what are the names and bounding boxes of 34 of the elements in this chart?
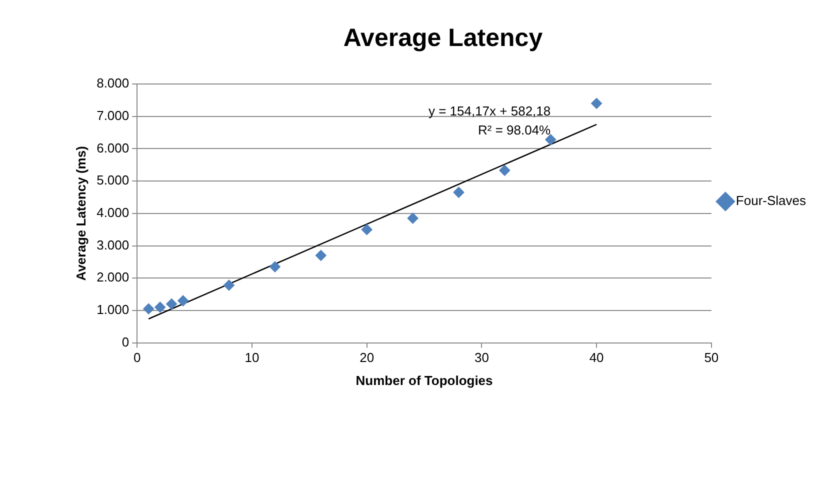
x-tick-label: 40 (589, 350, 604, 366)
annotation: R² = 98.04% (478, 122, 552, 138)
x-tick-label: 10 (244, 350, 260, 366)
y-tick-label: 5.000 (96, 172, 130, 188)
point (499, 164, 510, 176)
point (143, 303, 154, 314)
y-tick-label: 2.000 (96, 270, 130, 285)
x-tick-label: 0 (134, 350, 141, 366)
point (591, 98, 602, 109)
point (315, 250, 326, 261)
x-tick-label: 30 (474, 350, 489, 366)
x-axis-title: Number of Topologies (356, 372, 493, 388)
annotation: y = 154,17x + 582,18 (428, 104, 551, 119)
x-tick-label: 20 (360, 350, 374, 366)
point (224, 280, 235, 291)
y-tick-label: 4.000 (96, 204, 130, 220)
y-tick-label: 6.000 (96, 140, 130, 156)
point (154, 302, 166, 313)
point (269, 261, 280, 272)
y-tick-label: 0 (122, 334, 130, 350)
point (407, 212, 418, 224)
y-tick-label: 7.000 (96, 108, 130, 123)
y-tick-label: 8.000 (96, 76, 130, 91)
point (178, 295, 189, 306)
point (453, 186, 464, 198)
point (545, 134, 556, 146)
chart-title: Average Latency (343, 24, 543, 52)
point (361, 224, 372, 236)
y-tick-label: 1.000 (96, 302, 130, 318)
point (166, 298, 178, 310)
x-tick-label: 50 (704, 350, 719, 366)
y-tick-label: 3.000 (96, 237, 130, 252)
y-axis-title: Average Latency (ms) (73, 146, 88, 281)
legend-label: Four-Slaves (736, 193, 806, 208)
